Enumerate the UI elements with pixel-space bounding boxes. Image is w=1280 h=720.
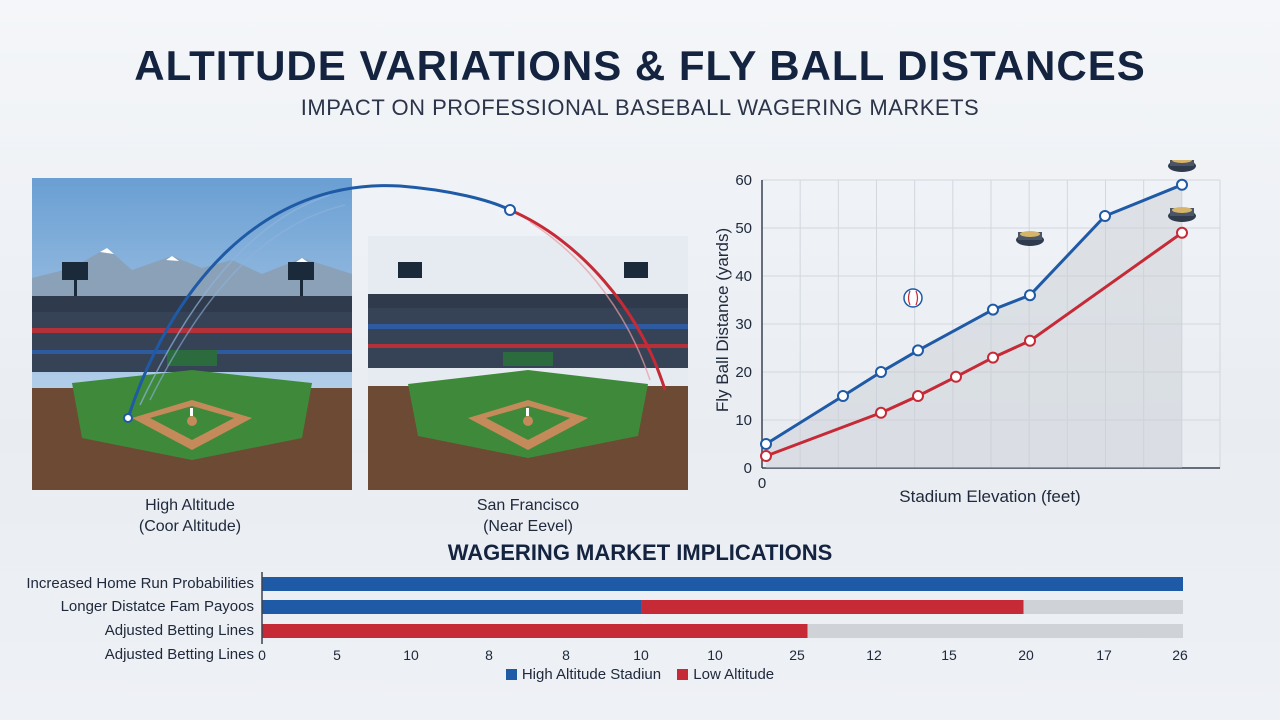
y-tick-label-6: 60	[735, 172, 752, 189]
data-point-blue-4	[987, 303, 999, 316]
y-tick-label-1: 10	[735, 412, 752, 429]
stadium-icon-2	[1168, 207, 1196, 222]
data-point-red-2	[912, 390, 924, 402]
bar-tick-label-11: 17	[1096, 647, 1112, 663]
data-point-blue-1	[837, 390, 849, 402]
high-altitude-stadium-illustration	[32, 178, 352, 490]
line-chart-x-axis-label: Stadium Elevation (feet)	[899, 487, 1080, 506]
bar-tick-label-3: 8	[485, 647, 493, 663]
high-altitude-caption-line1: High Altitude	[145, 497, 235, 514]
bar-tick-label-7: 25	[789, 647, 805, 663]
stadium-icon-1	[1168, 160, 1196, 172]
bar-category-label-0: Increased Home Run Probabilities	[26, 575, 254, 592]
line-chart-y-axis-label: Fly Ball Distance (yards)	[713, 228, 732, 412]
bar-tick-label-1: 5	[333, 647, 341, 663]
page-subtitle: IMPACT ON PROFESSIONAL BASEBALL WAGERING…	[300, 95, 980, 120]
data-point-red-1	[875, 406, 887, 419]
bar-tick-label-2: 10	[403, 647, 419, 663]
bar-1-segment-1	[641, 600, 1024, 614]
page-title: ALTITUDE VARIATIONS & FLY BALL DISTANCES	[134, 42, 1146, 89]
bar-tick-label-10: 20	[1018, 647, 1034, 663]
line-chart-x-tick-0: 0	[758, 475, 766, 492]
data-point-red-4	[987, 351, 999, 364]
bar-2-segment-1	[807, 624, 1183, 638]
bar-tick-label-8: 12	[866, 647, 882, 663]
data-point-red-3	[950, 370, 962, 383]
y-tick-label-3: 30	[735, 316, 752, 333]
data-point-blue-7	[1176, 178, 1188, 191]
data-point-blue-0	[760, 438, 772, 450]
y-tick-label-4: 40	[735, 268, 752, 285]
high-altitude-caption-line2: (Coor Altitude)	[138, 518, 242, 535]
legend-label-low-altitude: Low Altitude	[693, 666, 775, 683]
elevation-line-chart: 0 10 20 30 40 50 60 0 Stadium Elevation (feet)…	[713, 160, 1221, 506]
line-chart-stadium-icons	[903, 160, 1196, 308]
stadium-icon-0	[1016, 231, 1044, 246]
high-altitude-caption: High Altitude (Coor Altitude)	[70, 495, 310, 537]
line-chart-area	[766, 184, 1182, 469]
data-point-blue-2	[875, 366, 887, 378]
bar-tick-label-6: 10	[707, 647, 723, 663]
bar-1-segment-2	[1023, 600, 1183, 614]
line-chart-points	[760, 178, 1188, 462]
legend-item-high-altitude: High Altitude Stadiun	[505, 666, 662, 683]
wagering-bar-chart	[261, 572, 1183, 644]
bar-tick-label-4: 8	[562, 647, 570, 663]
data-point-blue-3	[912, 344, 924, 357]
bar-tick-label-12: 26	[1172, 647, 1188, 663]
trajectory-start-point	[123, 413, 133, 423]
y-tick-label-2: 20	[735, 364, 752, 381]
bar-tick-label-9: 15	[941, 647, 957, 663]
y-tick-label-5: 50	[735, 220, 752, 237]
data-point-red-6	[1176, 226, 1188, 239]
legend-item-low-altitude: Low Altitude	[677, 666, 774, 683]
bar-chart-axis-title: Adjusted Betting Lines	[104, 646, 254, 663]
sea-level-caption-line2: (Near Eevel)	[483, 518, 573, 535]
bar-1-segment-0	[262, 600, 642, 614]
legend-label-high-altitude: High Altitude Stadiun	[521, 666, 662, 683]
bar-category-label-2: Adjusted Betting Lines	[104, 622, 254, 639]
high-altitude-trajectory	[126, 184, 511, 419]
legend-swatch-red	[677, 669, 689, 680]
bar-tick-label-5: 10	[633, 647, 649, 663]
series-line-blue	[765, 183, 1183, 446]
baseball-icon	[903, 288, 923, 308]
bar-chart-legend: High Altitude Stadiun Low Altitude	[0, 666, 1280, 683]
y-tick-label-0: 0	[744, 460, 752, 477]
bar-chart-title: WAGERING MARKET IMPLICATIONS	[447, 540, 833, 565]
line-chart-y-ticks: 0 10 20 30 40 50 60	[735, 172, 752, 477]
data-point-red-0	[760, 450, 772, 462]
bar-0-segment-0	[262, 577, 1183, 591]
data-point-red-5	[1024, 334, 1036, 347]
legend-swatch-blue	[505, 669, 517, 680]
sea-level-stadium-illustration	[368, 236, 688, 490]
data-point-blue-5	[1024, 289, 1036, 302]
trajectory-apex-point	[504, 204, 516, 216]
sea-level-caption-line1: San Francisco	[476, 497, 580, 514]
sea-level-caption: San Francisco (Near Eevel)	[408, 495, 648, 537]
bar-category-label-1: Longer Distatce Fam Payoos	[60, 598, 254, 615]
shaded-area	[766, 184, 1182, 469]
bar-2-segment-0	[262, 624, 808, 638]
bar-tick-label-0: 0	[258, 647, 266, 663]
sea-level-trajectory	[509, 208, 667, 391]
data-point-blue-6	[1099, 210, 1111, 222]
